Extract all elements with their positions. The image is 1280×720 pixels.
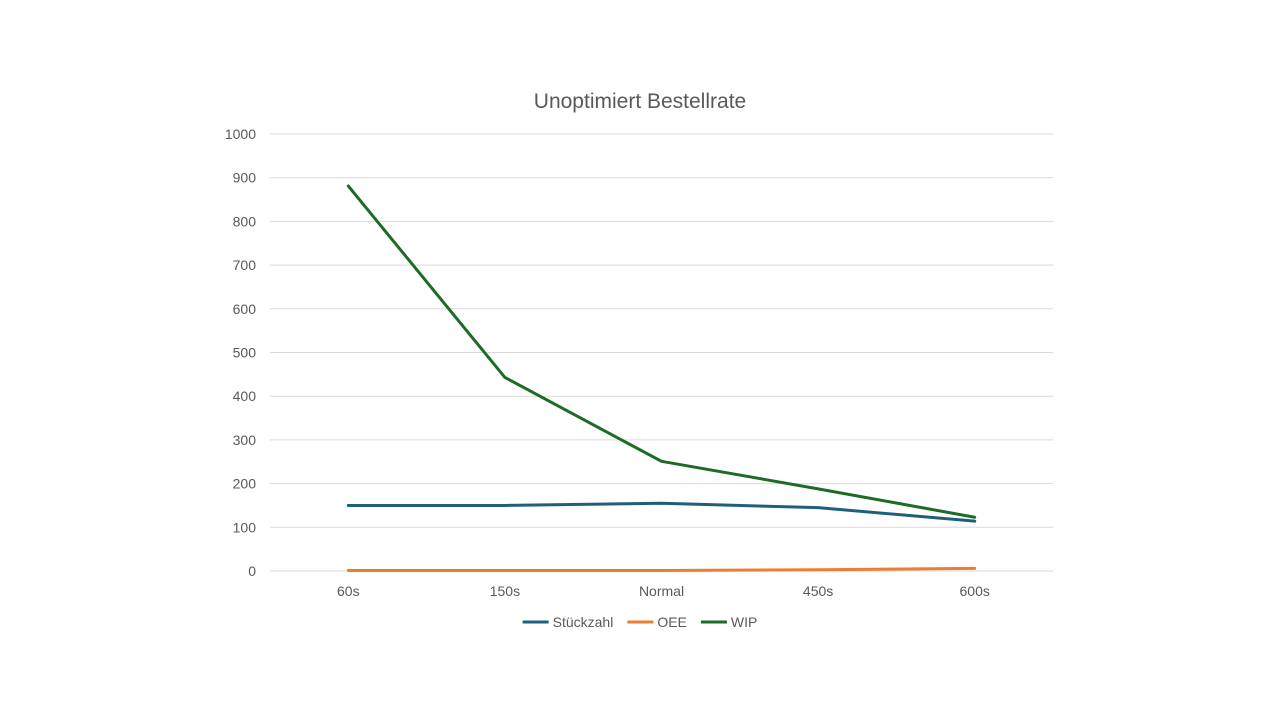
x-tick-label: 450s bbox=[803, 583, 833, 599]
y-tick-label: 600 bbox=[233, 301, 257, 317]
y-tick-label: 300 bbox=[233, 432, 257, 448]
x-axis-tick-labels: 60s 150s Normal 450s 600s bbox=[337, 583, 990, 599]
chart-title: Unoptimiert Bestellrate bbox=[534, 90, 746, 113]
y-tick-label: 900 bbox=[233, 170, 257, 186]
y-tick-label: 200 bbox=[233, 476, 257, 492]
x-tick-label: 150s bbox=[490, 583, 520, 599]
legend-label: WIP bbox=[731, 614, 757, 630]
y-tick-label: 700 bbox=[233, 257, 257, 273]
legend-item: Stückzahl bbox=[522, 614, 614, 630]
legend-item: WIP bbox=[700, 614, 757, 630]
y-tick-label: 0 bbox=[248, 563, 256, 579]
series-lines bbox=[346, 184, 977, 573]
gridlines bbox=[270, 133, 1053, 572]
legend-label: OEE bbox=[657, 614, 687, 630]
legend-label: Stückzahl bbox=[553, 614, 614, 630]
series-line-st-ckzahl bbox=[346, 501, 977, 523]
legend-item: OEE bbox=[627, 614, 687, 630]
y-tick-label: 500 bbox=[233, 345, 257, 361]
series-line-oee bbox=[346, 566, 977, 573]
x-tick-label: Normal bbox=[639, 583, 684, 599]
x-tick-label: 60s bbox=[337, 583, 360, 599]
y-tick-label: 1000 bbox=[225, 126, 256, 142]
y-tick-label: 400 bbox=[233, 388, 257, 404]
legend: Stückzahl OEE WIP bbox=[522, 614, 757, 630]
series-line-wip bbox=[346, 184, 977, 519]
y-tick-label: 100 bbox=[233, 519, 257, 535]
y-tick-label: 800 bbox=[233, 213, 257, 229]
y-axis-tick-labels: 0 100 200 300 400 500 600 700 800 900 1000 bbox=[225, 126, 256, 579]
x-tick-label: 600s bbox=[960, 583, 990, 599]
